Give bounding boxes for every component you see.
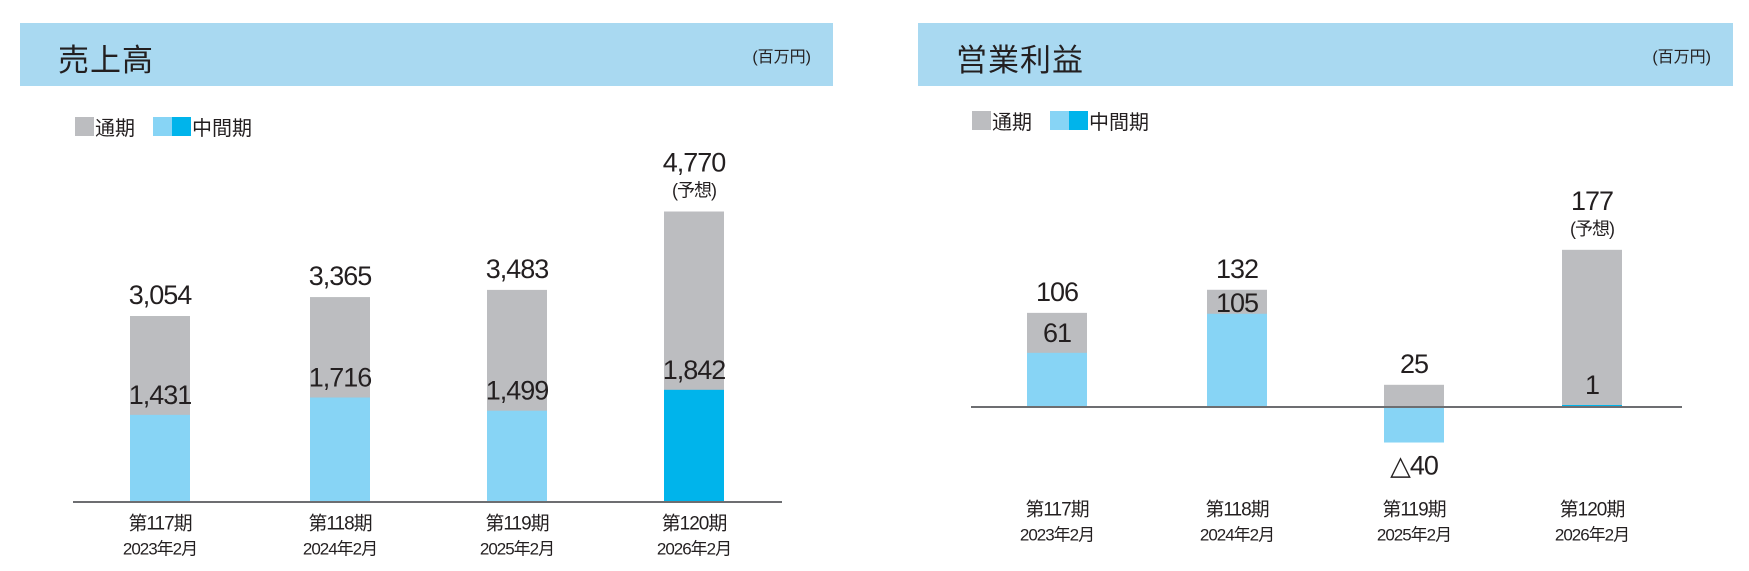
category-sublabel: 2026年2月: [657, 540, 731, 559]
profit-unit: (百万円): [1652, 49, 1711, 66]
category-sublabel: 2025年2月: [1377, 526, 1451, 545]
profit-legend: 通期 中間期: [972, 106, 1167, 135]
legend-swatch-full-year: [972, 111, 991, 130]
category-sublabel: 2025年2月: [480, 540, 554, 559]
forecast-note: (予想): [1570, 219, 1614, 239]
legend-swatch-interim: [1050, 111, 1069, 130]
interim-value-label: 1: [1585, 370, 1599, 400]
interim-value-label: 61: [1043, 318, 1071, 348]
category-label: 第118期: [1205, 499, 1268, 521]
legend-swatch-interim-current: [172, 117, 191, 136]
full-year-value-label: 106: [1036, 277, 1078, 307]
legend-swatch-interim: [153, 117, 172, 136]
category-label: 第119期: [485, 513, 548, 535]
category-label: 第117期: [128, 513, 191, 535]
category-label: 第118期: [308, 513, 371, 535]
interim-value-label: 1,499: [486, 376, 549, 406]
full-year-value-label: 3,483: [486, 254, 549, 284]
legend-label-full-year: 通期: [992, 112, 1032, 134]
category-label: 第119期: [1382, 499, 1445, 521]
sales-unit: (百万円): [752, 49, 811, 66]
bar-full-year: [1562, 249, 1622, 407]
category-sublabel: 2023年2月: [1020, 526, 1094, 545]
bar-interim: [1207, 313, 1267, 407]
profit-title: 営業利益: [956, 43, 1084, 78]
interim-value-label: 1,431: [129, 380, 192, 410]
bar-interim: [664, 389, 724, 502]
full-year-value-label: 3,054: [129, 280, 193, 310]
profit-header: 営業利益 (百万円): [918, 23, 1733, 86]
sales-title: 売上高: [58, 43, 154, 78]
category-sublabel: 2026年2月: [1555, 526, 1629, 545]
legend-swatch-interim-current: [1069, 111, 1088, 130]
full-year-value-label: 3,365: [309, 261, 372, 291]
bar-interim: [1027, 352, 1087, 407]
full-year-value-label: 177: [1571, 186, 1613, 216]
category-sublabel: 2024年2月: [1200, 526, 1274, 545]
category-sublabel: 2024年2月: [303, 540, 377, 559]
category-label: 第120期: [662, 513, 727, 535]
interim-value-label: 1,842: [663, 355, 726, 385]
bar-interim: [130, 414, 190, 502]
bar-full-year: [1384, 384, 1444, 407]
full-year-value-label: 4,770: [663, 148, 726, 178]
full-year-value-label: 132: [1216, 254, 1258, 284]
category-label: 第120期: [1560, 499, 1625, 521]
forecast-note: (予想): [672, 181, 716, 201]
legend-label-interim: 中間期: [192, 118, 252, 140]
category-label: 第117期: [1025, 499, 1088, 521]
legend-swatch-full-year: [75, 117, 94, 136]
legend-label-interim: 中間期: [1089, 112, 1149, 134]
bar-interim: [1384, 407, 1444, 443]
interim-value-label: △40: [1390, 451, 1438, 481]
bar-interim: [487, 410, 547, 502]
sales-legend: 通期 中間期: [75, 112, 270, 141]
interim-value-label: 105: [1216, 288, 1258, 318]
interim-value-label: 1,716: [309, 362, 372, 392]
bar-interim: [310, 397, 370, 502]
legend-label-full-year: 通期: [95, 118, 135, 140]
category-sublabel: 2023年2月: [123, 540, 197, 559]
full-year-value-label: 25: [1400, 349, 1428, 379]
sales-header: 売上高 (百万円): [20, 23, 833, 86]
